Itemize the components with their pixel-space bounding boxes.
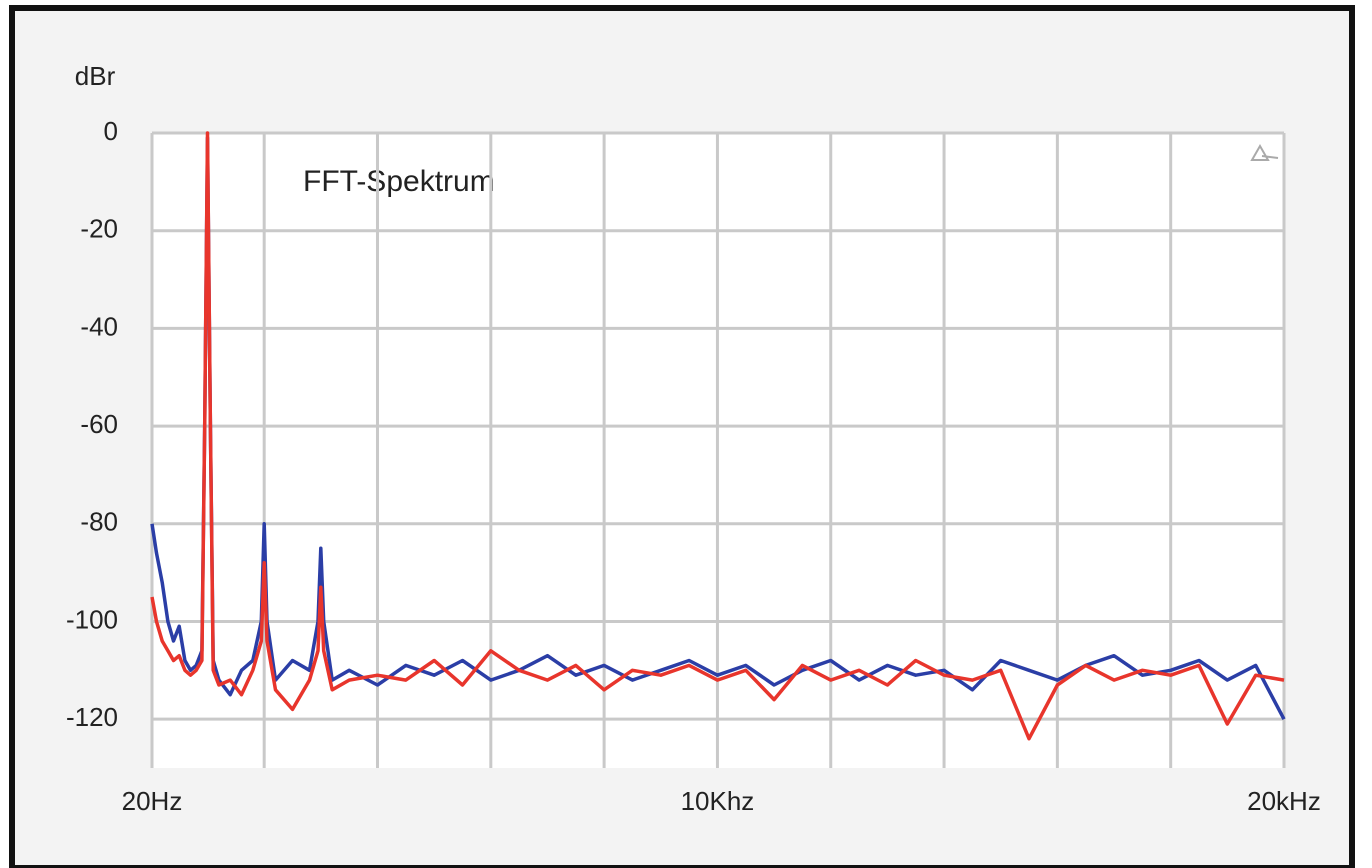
y-axis-label: dBr xyxy=(75,61,116,91)
series-line xyxy=(150,131,1285,741)
x-tick-label: 20Hz xyxy=(122,786,183,816)
y-tick-label: -60 xyxy=(80,409,118,439)
annotation: FFT-Spektrum xyxy=(303,165,495,198)
y-tick-label: 0 xyxy=(104,116,118,146)
y-tick-label: -40 xyxy=(80,311,118,341)
logo-icon xyxy=(1250,143,1279,161)
y-tick-label: -20 xyxy=(80,214,118,244)
y-tick-label: -80 xyxy=(80,507,118,537)
x-tick-label: 10Khz xyxy=(681,786,755,816)
y-tick-label: -120 xyxy=(66,702,118,732)
y-tick-label: -100 xyxy=(66,604,118,634)
x-tick-label: 20kHz xyxy=(1247,786,1321,816)
